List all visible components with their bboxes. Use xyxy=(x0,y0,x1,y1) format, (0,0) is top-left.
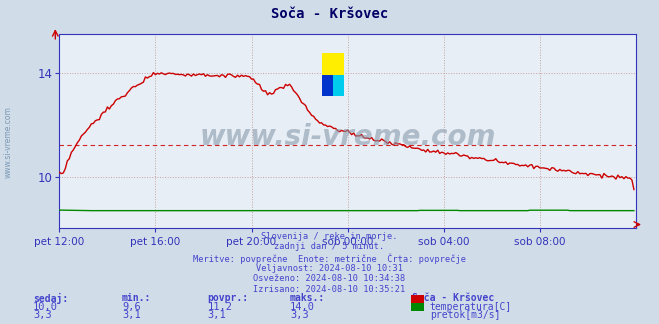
Text: zadnji dan / 5 minut.: zadnji dan / 5 minut. xyxy=(274,242,385,251)
Text: 11,2: 11,2 xyxy=(208,302,233,312)
Text: 14,0: 14,0 xyxy=(290,302,315,312)
Text: www.si-vreme.com: www.si-vreme.com xyxy=(3,107,13,179)
Text: 3,3: 3,3 xyxy=(290,310,308,320)
Text: Slovenija / reke in morje.: Slovenija / reke in morje. xyxy=(261,232,398,241)
Text: maks.:: maks.: xyxy=(290,293,325,303)
Text: 3,1: 3,1 xyxy=(122,310,140,320)
Text: sedaj:: sedaj: xyxy=(33,293,68,304)
Text: Veljavnost: 2024-08-10 10:31: Veljavnost: 2024-08-10 10:31 xyxy=(256,264,403,273)
Text: 3,1: 3,1 xyxy=(208,310,226,320)
Bar xyxy=(322,53,343,75)
Text: 10,0: 10,0 xyxy=(33,302,58,312)
Text: Meritve: povprečne  Enote: metrične  Črta: povprečje: Meritve: povprečne Enote: metrične Črta:… xyxy=(193,253,466,263)
Text: povpr.:: povpr.: xyxy=(208,293,248,303)
Text: 9,6: 9,6 xyxy=(122,302,140,312)
Text: min.:: min.: xyxy=(122,293,152,303)
Text: Izrisano: 2024-08-10 10:35:21: Izrisano: 2024-08-10 10:35:21 xyxy=(253,285,406,294)
Text: Soča - Kršovec: Soča - Kršovec xyxy=(271,7,388,21)
Text: www.si-vreme.com: www.si-vreme.com xyxy=(200,123,496,151)
Bar xyxy=(322,75,333,96)
Text: Osveženo: 2024-08-10 10:34:38: Osveženo: 2024-08-10 10:34:38 xyxy=(253,274,406,284)
Text: pretok[m3/s]: pretok[m3/s] xyxy=(430,310,500,320)
Text: Soča - Kršovec: Soča - Kršovec xyxy=(412,293,494,303)
Bar xyxy=(333,75,343,96)
Text: 3,3: 3,3 xyxy=(33,310,51,320)
Text: temperatura[C]: temperatura[C] xyxy=(430,302,512,312)
